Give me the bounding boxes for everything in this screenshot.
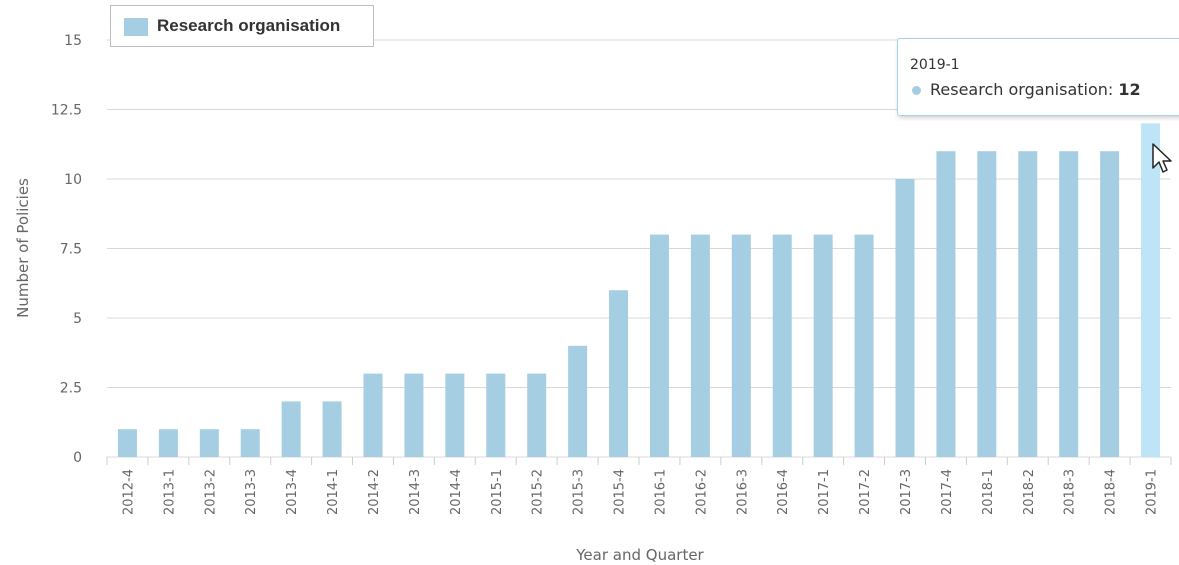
x-tick-label: 2018-2 [1022,469,1037,515]
x-tick-label: 2016-4 [776,469,791,515]
x-tick-label: 2015-4 [613,469,628,515]
bar[interactable] [158,429,178,457]
x-tick-label: 2017-3 [899,469,914,515]
tooltip-series-dot [912,86,921,95]
tooltip-header: 2019-1 [910,57,960,73]
bar[interactable] [690,234,710,457]
x-tick-label: 2013-1 [162,469,177,515]
x-tick-label: 2017-4 [940,469,955,515]
y-tick-label: 7.5 [60,242,82,258]
x-tick-label: 2015-1 [490,469,505,515]
x-tick-label: 2014-3 [408,469,423,515]
legend-swatch [124,18,148,36]
bar[interactable] [527,373,547,457]
x-tick-label: 2013-3 [244,469,259,515]
x-tick-label: 2014-2 [367,469,382,515]
mouse-pointer-icon [1152,143,1172,173]
bar[interactable] [977,151,997,457]
legend-label: Research organisation [157,16,341,35]
y-tick-label: 0 [73,450,82,466]
y-tick-label: 15 [64,33,82,49]
x-tick-label: 2018-4 [1104,469,1119,515]
tooltip-value: 12 [1118,80,1141,99]
bar[interactable] [363,373,383,457]
y-tick-label: 12.5 [51,103,82,119]
tooltip-series-label: Research organisation: [930,80,1119,99]
bar[interactable] [404,373,424,457]
x-tick-label: 2013-2 [203,469,218,515]
x-tick-label: 2018-1 [981,469,996,515]
bar[interactable] [609,290,629,457]
x-tick-label: 2014-4 [449,469,464,515]
bar[interactable] [117,429,137,457]
bar[interactable] [322,401,342,457]
bar[interactable] [936,151,956,457]
x-tick-label: 2017-2 [858,469,873,515]
bar[interactable] [1059,151,1079,457]
x-tick-label: 2017-1 [817,469,832,515]
y-axis-title: Number of Policies [14,178,32,318]
bar[interactable] [240,429,260,457]
bar[interactable] [445,373,465,457]
tooltip-series-row: Research organisation: 12 [930,80,1141,99]
x-tick-label: 2016-2 [694,469,709,515]
bar[interactable] [1100,151,1120,457]
bar[interactable] [813,234,833,457]
x-axis-ticks: 2012-4 2013-1 2013-2 2013-3 2013-4 2014-1 2014… [106,457,1172,515]
bar[interactable] [731,234,751,457]
x-tick-label: 2016-3 [735,469,750,515]
y-tick-label: 10 [64,172,82,188]
bar[interactable] [199,429,219,457]
bar[interactable] [854,234,874,457]
bar[interactable] [1141,123,1161,458]
x-tick-label: 2018-3 [1063,469,1078,515]
bar[interactable] [772,234,792,457]
y-axis-ticks: 0 2.5 5 7.5 10 12.5 15 [51,33,82,466]
y-tick-label: 5 [73,311,82,327]
bar[interactable] [1018,151,1038,457]
x-tick-label: 2014-1 [326,469,341,515]
x-axis-title: Year and Quarter [575,546,704,564]
legend[interactable]: Research organisation [110,5,374,47]
bar[interactable] [568,345,588,457]
bar[interactable] [281,401,301,457]
x-tick-label: 2016-1 [653,469,668,515]
x-tick-label: 2013-4 [285,469,300,515]
bars [117,123,1161,458]
y-tick-label: 2.5 [60,381,82,397]
x-tick-label: 2012-4 [121,469,136,515]
tooltip: 2019-1 Research organisation: 12 [897,38,1179,116]
x-tick-label: 2019-1 [1145,469,1160,515]
x-tick-label: 2015-3 [572,469,587,515]
x-tick-label: 2015-2 [531,469,546,515]
bar[interactable] [649,234,669,457]
bar[interactable] [895,179,915,457]
bar[interactable] [486,373,506,457]
